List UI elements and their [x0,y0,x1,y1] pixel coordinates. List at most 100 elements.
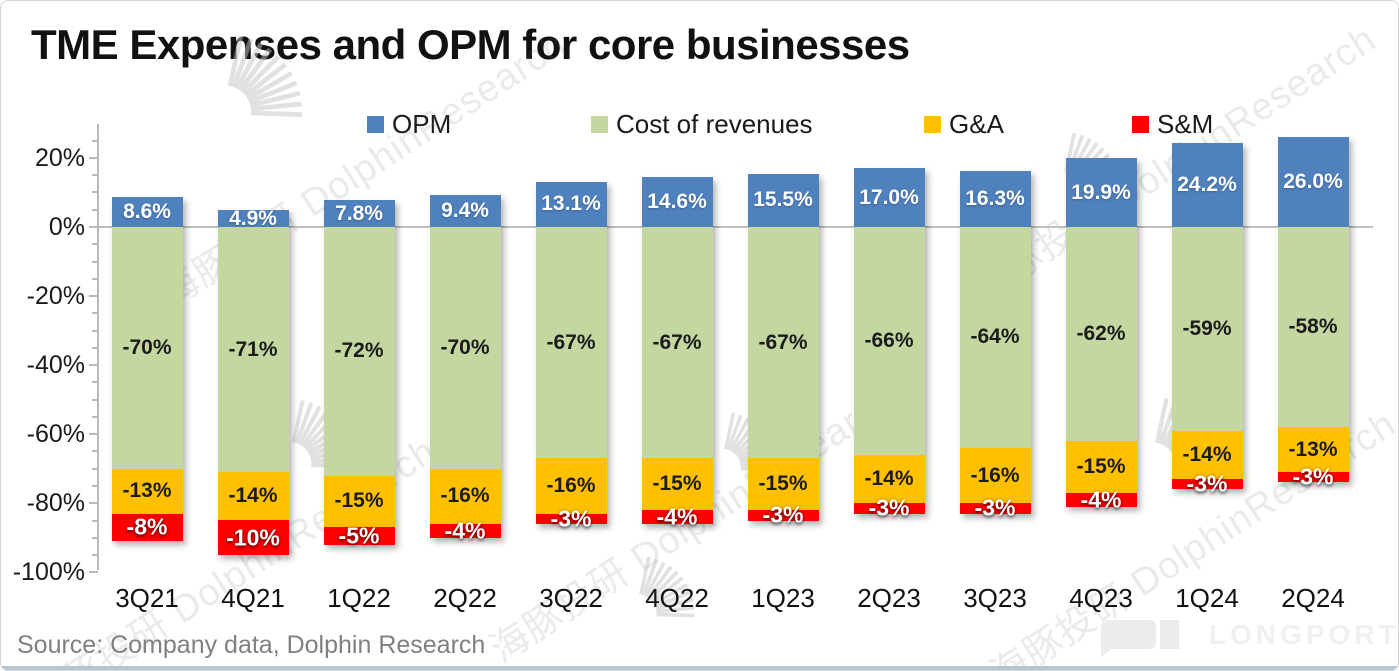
bar-value-label-sm: -10% [226,524,280,551]
bar-segment-sm: -4% [1065,486,1137,512]
bar-value-label-sm: -3% [762,501,804,528]
bar-segment-cost-of-revenues: -70% [429,227,501,469]
bar-segment-sm: -3% [747,502,819,528]
bar-value-label-opm: 13.1% [541,192,601,216]
y-axis-tick [92,536,98,539]
y-axis-tick [92,208,98,211]
y-axis-tick [92,519,98,522]
x-axis-label: 1Q23 [751,583,815,613]
bar-value-label-cost-of-revenues: -71% [228,337,278,361]
bar-segment-opm: 9.4% [429,194,501,227]
x-axis-label: 3Q22 [539,583,603,613]
bar-segment-cost-of-revenues: -66% [853,226,925,455]
zero-gridline [98,226,1373,228]
bar-segment-ga: -16% [959,447,1031,504]
bar-segment-sm: -3% [959,495,1031,521]
legend-label-opm: OPM [392,109,452,139]
bar-value-label-sm: -4% [444,517,486,544]
bar-value-label-opm: 26.0% [1283,170,1343,194]
y-axis-label: -20% [26,282,85,311]
dolphin-watermark-icon [629,549,704,628]
y-axis-tick [92,381,98,384]
bar-value-label-sm: -4% [1080,486,1122,513]
y-axis-tick [92,450,98,453]
bar-column: 13.1% -67% -16% -3% [535,181,607,531]
bar-segment-opm: 14.6% [641,176,713,227]
bar-value-label-cost-of-revenues: -64% [970,325,1020,349]
bar-column: 17.0% -66% -14% -3% [853,168,925,521]
y-axis-tick [92,243,98,246]
bar-segment-ga: -15% [323,475,395,528]
legend-item-ga: G&A [924,110,1004,138]
bar-segment-cost-of-revenues: -72% [323,226,395,476]
bar-value-label-ga: -14% [228,484,278,508]
bar-segment-sm: -3% [1171,471,1243,497]
bar-value-label-cost-of-revenues: -67% [758,330,808,354]
y-axis-label: -100% [12,558,85,587]
bar-value-label-sm: -5% [338,522,380,549]
bar-segment-sm: -8% [111,513,183,542]
bar-value-label-opm: 24.2% [1177,173,1237,197]
bar-value-label-opm: 8.6% [123,200,171,224]
bar-segment-opm: 16.3% [959,170,1031,227]
x-axis-label: 3Q21 [115,583,179,613]
x-axis-label: 3Q23 [963,583,1027,613]
bar-value-label-opm: 19.9% [1071,180,1131,204]
bar-column: 16.3% -64% -16% -3% [959,170,1031,521]
bar-segment-sm: -4% [429,517,501,543]
bar-value-label-sm: -3% [1292,463,1334,490]
bar-value-label-opm: 9.4% [441,198,489,222]
y-axis-tick [92,346,98,349]
bar-segment-ga: -14% [853,454,925,504]
legend-swatch-cost-of-revenues [591,115,608,133]
bar-segment-cost-of-revenues: -59% [1171,226,1243,431]
longport-wordmark: LONGPORT [1209,619,1399,650]
bar-segment-opm: 4.9% [217,207,289,230]
bar-segment-opm: 26.0% [1277,137,1349,227]
y-axis-tick [89,364,98,367]
legend-item-opm: OPM [367,110,451,138]
bar-value-label-ga: -14% [864,467,914,491]
y-axis-tick [92,329,98,332]
bar-segment-sm: -3% [1277,464,1349,490]
legend-swatch-sm [1132,115,1149,133]
bar-value-label-ga: -14% [1182,442,1232,466]
bar-segment-opm: 15.5% [747,173,819,227]
bar-segment-cost-of-revenues: -58% [1277,226,1349,428]
y-axis-tick [89,226,98,228]
bar-value-label-opm: 16.3% [965,186,1025,210]
y-axis-line [97,124,99,570]
legend-label-sm: S&M [1157,109,1214,139]
bar-value-label-opm: 4.9% [229,206,277,230]
bar-segment-ga: -15% [747,458,819,511]
bar-column: 8.6% -70% -13% -8% [111,197,183,542]
bar-value-label-ga: -15% [334,489,384,513]
y-axis-tick [92,398,98,401]
bar-segment-ga: -15% [1065,441,1137,493]
y-axis-tick [92,484,98,487]
x-axis-label: 2Q24 [1281,583,1345,613]
bar-value-label-cost-of-revenues: -58% [1288,315,1338,339]
bar-value-label-ga: -15% [1076,454,1126,478]
y-axis-label: 20% [34,143,85,172]
bar-segment-cost-of-revenues: -64% [959,226,1031,448]
bar-value-label-cost-of-revenues: -70% [440,335,490,359]
bar-value-label-cost-of-revenues: -66% [864,328,914,352]
bar-value-label-sm: -3% [868,494,910,521]
bar-segment-opm: 8.6% [111,197,183,227]
y-axis-label: -80% [26,489,85,518]
bar-column: 24.2% -59% -14% -3% [1171,143,1243,497]
bar-value-label-cost-of-revenues: -62% [1076,322,1126,346]
y-axis-tick [92,415,98,418]
bar-value-label-cost-of-revenues: -67% [546,330,596,354]
legend-swatch-ga [924,115,941,133]
bar-value-label-sm: -3% [974,494,1016,521]
y-axis-label: 0% [48,213,85,241]
bar-segment-ga: -14% [217,472,289,521]
legend-item-cost-of-revenues: Cost of revenues [591,110,813,138]
bar-segment-opm: 13.1% [535,181,607,227]
bar-segment-cost-of-revenues: -71% [217,226,289,473]
bottom-edge-strip [1,666,1398,670]
bar-column: 19.9% -62% -15% -4% [1065,158,1137,512]
